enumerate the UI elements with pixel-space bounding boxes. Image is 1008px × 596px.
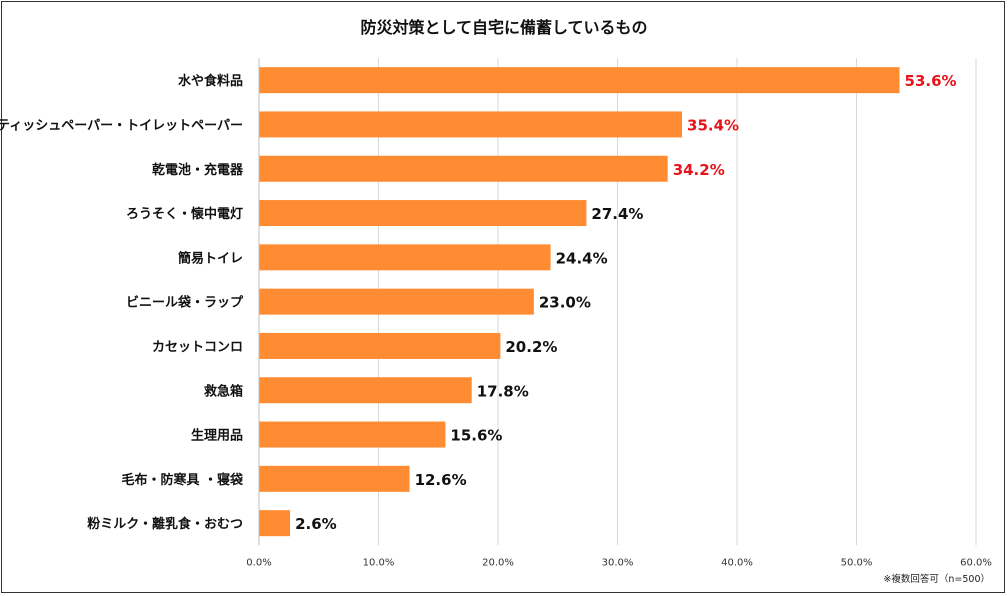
data-label: 2.6% [295, 515, 337, 533]
chart-title: 防災対策として自宅に備蓄しているもの [360, 18, 648, 37]
data-label: 15.6% [450, 427, 502, 445]
category-label: 粉ミルク・離乳食・おむつ [87, 516, 243, 532]
category-label: 生理用品 [191, 428, 243, 444]
data-label: 34.2% [673, 161, 725, 179]
category-label: ティッシュペーパー・トイレットペーパー [0, 118, 243, 133]
bar [259, 111, 683, 138]
category-label: 乾電池・充電器 [152, 162, 244, 178]
data-label: 17.8% [477, 382, 529, 400]
category-label: カセットコンロ [152, 340, 243, 355]
bar [259, 67, 900, 94]
data-label: 53.6% [905, 72, 957, 90]
x-tick-label: 40.0% [721, 557, 753, 568]
bar [259, 465, 410, 492]
data-label: 27.4% [591, 205, 643, 223]
bar [259, 155, 668, 182]
bar [259, 200, 587, 227]
category-label: 救急箱 [204, 383, 243, 399]
data-label: 23.0% [539, 294, 591, 312]
category-label: ろうそく・懐中電灯 [126, 206, 243, 222]
x-tick-label: 0.0% [246, 557, 271, 568]
category-label: 毛布・防寒具 ・寝袋 [121, 472, 244, 488]
bar [259, 244, 551, 271]
bar [259, 332, 501, 359]
data-label: 20.2% [505, 338, 557, 356]
data-label: 12.6% [415, 471, 467, 489]
x-tick-label: 50.0% [841, 557, 873, 568]
data-label: 24.4% [556, 249, 608, 267]
x-tick-label: 30.0% [602, 557, 634, 568]
x-tick-label: 20.0% [482, 557, 514, 568]
category-label: 水や食料品 [178, 73, 243, 89]
data-label: 35.4% [687, 116, 739, 134]
category-label: ビニール袋・ラップ [126, 295, 244, 311]
bar [259, 421, 446, 448]
x-tick-label: 60.0% [960, 557, 992, 568]
bar [259, 510, 291, 537]
bar [259, 288, 534, 315]
sample-note: ※複数回答可（n=500） [883, 574, 990, 585]
category-label: 簡易トイレ [177, 250, 243, 266]
bar [259, 377, 472, 404]
x-tick-label: 10.0% [363, 557, 395, 568]
